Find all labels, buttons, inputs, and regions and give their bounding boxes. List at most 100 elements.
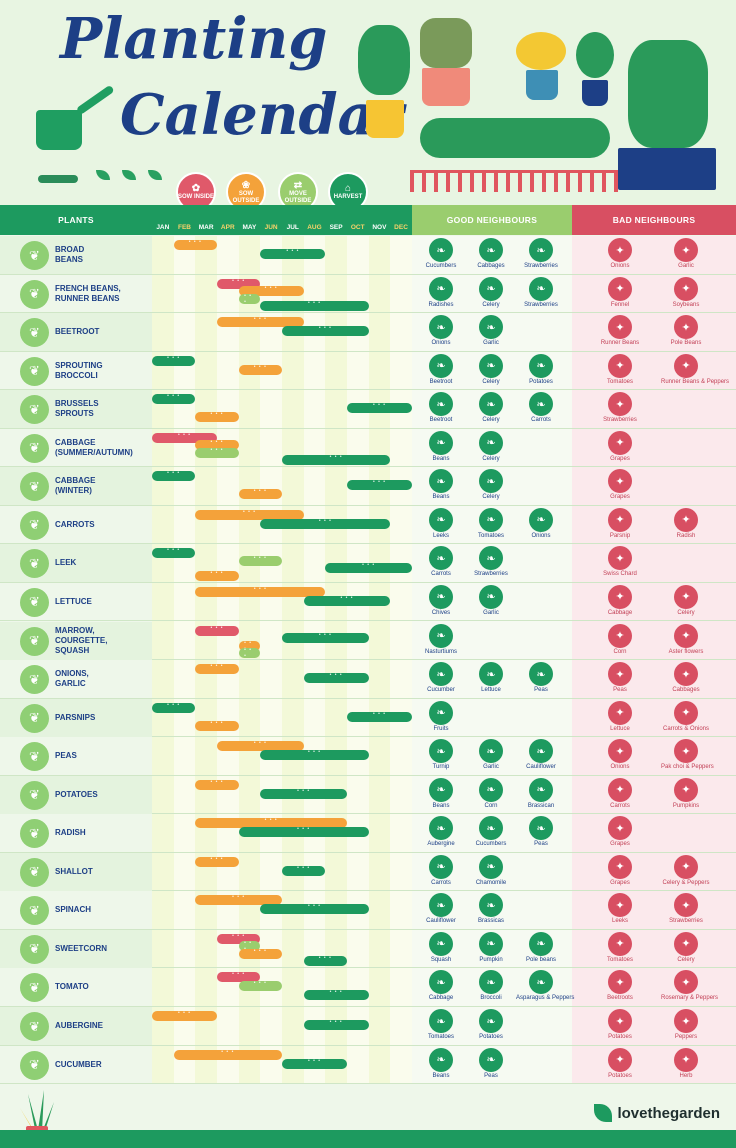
neighbour-label: Radishes bbox=[428, 301, 454, 308]
bad-neighbour: ✦ Garlic bbox=[661, 238, 711, 269]
neighbour-plant-icon: ❧ bbox=[529, 777, 553, 802]
neighbour-plant-icon: ❧ bbox=[479, 893, 503, 918]
bad-neighbour: ✦ Aster flowers bbox=[661, 623, 711, 655]
neighbour-plant-icon: ✦ bbox=[608, 970, 632, 995]
neighbour-label: Strawberries bbox=[474, 571, 508, 578]
neighbour-plant-icon: ❧ bbox=[429, 430, 453, 455]
neighbour-plant-icon: ❧ bbox=[429, 854, 453, 879]
plant-row: ❦FRENCH BEANS, RUNNER BEANS❧Radishes❧Cel… bbox=[0, 275, 736, 314]
neighbour-label: Beans bbox=[432, 802, 450, 809]
neighbour-label: Cucumbers bbox=[475, 841, 507, 848]
neighbour-plant-icon: ❧ bbox=[529, 238, 553, 262]
neighbour-plant-icon: ✦ bbox=[674, 854, 698, 879]
neighbour-plant-icon: ✦ bbox=[608, 546, 632, 571]
neighbour-plant-icon: ❧ bbox=[479, 970, 503, 995]
bad-neighbour: ✦ Beetroots bbox=[595, 970, 645, 1001]
bad-neighbour: ✦ Herb bbox=[661, 1047, 711, 1079]
plant-name: SHALLOT bbox=[55, 866, 93, 876]
neighbour-plant-icon: ✦ bbox=[674, 931, 698, 956]
calendar-bar-harvest bbox=[347, 711, 412, 722]
aubergine-icon: ❦ bbox=[20, 1012, 49, 1041]
neighbour-label: Pumpkin bbox=[479, 956, 503, 963]
calendar-bar-sow-outside bbox=[195, 779, 239, 790]
plant-row: ❦BROAD BEANS❧Cucumbers❧Cabbages❧Strawber… bbox=[0, 236, 736, 275]
plant-cell: ❦ MARROW, COURGETTE, SQUASH bbox=[0, 621, 152, 660]
calendar-bar-sow-outside bbox=[238, 948, 282, 959]
leek-icon: ❦ bbox=[20, 549, 49, 579]
good-neighbour: ❧ Cabbages bbox=[466, 238, 516, 269]
neighbour-label: Tomatoes bbox=[427, 1034, 454, 1040]
bad-neighbour: ✦ Radish bbox=[661, 507, 711, 539]
neighbour-label: Onions bbox=[610, 764, 630, 771]
month-label: JUL bbox=[286, 224, 299, 231]
calendar-bar-sow-outside bbox=[238, 489, 282, 500]
good-neighbour: ❧ Potatoes bbox=[466, 1009, 516, 1040]
neighbour-label: Garlic bbox=[483, 340, 499, 347]
neighbour-label: Celery bbox=[677, 956, 695, 963]
plant-row: ❦SPROUTING BROCCOLI❧Beetroot❧Celery❧Pota… bbox=[0, 352, 736, 391]
plant-cell: ❦ LEEK bbox=[0, 544, 152, 583]
neighbour-label: Celery bbox=[677, 609, 695, 616]
plant-name: CABBAGE (SUMMER/AUTUMN) bbox=[55, 437, 133, 457]
bad-neighbour: ✦ Pumpkins bbox=[661, 777, 711, 809]
calendar-bar-sow-outside bbox=[195, 570, 239, 581]
neighbour-label: Onions bbox=[531, 532, 551, 539]
brand-logo[interactable]: lovethegarden bbox=[594, 1104, 720, 1122]
plant-row: ❦CABBAGE (SUMMER/AUTUMN)❧Beans❧Celery✦Gr… bbox=[0, 429, 736, 468]
neighbour-label: Celery bbox=[482, 301, 500, 308]
neighbour-label: Carrots & Onions bbox=[662, 725, 710, 732]
neighbour-plant-icon: ❧ bbox=[479, 507, 503, 532]
winter-cabbage-icon: ❦ bbox=[20, 472, 49, 502]
bad-neighbour: ✦ Fennel bbox=[595, 276, 645, 308]
good-neighbour: ❧ Strawberries bbox=[516, 238, 566, 269]
calendar-bar-harvest bbox=[282, 865, 326, 876]
plant-cell: ❦ LETTUCE bbox=[0, 583, 152, 621]
neighbour-plant-icon: ❧ bbox=[429, 931, 453, 956]
bean-icon: ❦ bbox=[20, 241, 49, 270]
potted-plant-icon bbox=[366, 100, 404, 138]
calendar-bar-harvest bbox=[303, 673, 369, 684]
pea-icon: ❦ bbox=[20, 742, 49, 772]
carrot-icon: ❦ bbox=[20, 510, 49, 540]
move-plant-icon: ⇄ bbox=[293, 179, 303, 191]
footer-bar bbox=[0, 1130, 736, 1148]
month-stripe bbox=[347, 236, 369, 1084]
plant-name: BRUSSELS SPROUTS bbox=[55, 399, 99, 419]
bad-neighbour: ✦ Celery bbox=[661, 931, 711, 963]
neighbour-plant-icon: ✦ bbox=[674, 276, 698, 301]
neighbour-plant-icon: ❧ bbox=[429, 584, 453, 609]
neighbour-label: Peas bbox=[534, 687, 548, 694]
plant-row: ❦AUBERGINE❧Tomatoes❧Potatoes✦Potatoes✦Pe… bbox=[0, 1007, 736, 1046]
good-neighbour: ❧ Peas bbox=[516, 662, 566, 693]
plant-name: AUBERGINE bbox=[55, 1021, 104, 1030]
bad-neighbour: ✦ Cabbages bbox=[661, 662, 711, 693]
neighbour-label: Carrots bbox=[531, 417, 551, 424]
potato-icon: ❦ bbox=[20, 780, 49, 810]
neighbour-plant-icon: ✦ bbox=[674, 584, 698, 609]
neighbour-label: Leeks bbox=[611, 918, 628, 925]
trowel-icon bbox=[38, 175, 78, 183]
neighbour-plant-icon: ❧ bbox=[529, 276, 553, 301]
neighbour-label: Strawberries bbox=[524, 301, 558, 308]
calendar-bar-sow-outside bbox=[195, 412, 239, 423]
good-neighbour: ❧ Celery bbox=[466, 276, 516, 308]
good-neighbour: ❧ Brassicas bbox=[466, 893, 516, 924]
month-label: MAY bbox=[242, 224, 257, 231]
neighbour-plant-icon: ✦ bbox=[674, 1047, 698, 1072]
good-neighbour: ❧ Garlic bbox=[466, 584, 516, 616]
neighbour-label: Fruits bbox=[433, 725, 449, 732]
neighbour-label: Cucumbers bbox=[425, 263, 457, 269]
calendar-bar-harvest bbox=[303, 990, 369, 1001]
lavender-icon bbox=[420, 18, 472, 68]
neighbour-plant-icon: ❧ bbox=[429, 739, 453, 764]
neighbour-label: Carrots bbox=[610, 802, 630, 809]
bad-neighbour: ✦ Runner Beans bbox=[595, 315, 645, 346]
neighbour-plant-icon: ❧ bbox=[479, 546, 503, 571]
neighbour-label: Onions bbox=[431, 340, 451, 347]
legend-label: HARVEST bbox=[333, 194, 363, 200]
good-neighbour: ❧ Turnip bbox=[416, 739, 466, 770]
legend-label: SOW OUTSIDE bbox=[232, 190, 260, 204]
sprout-icon bbox=[122, 170, 136, 180]
neighbour-plant-icon: ✦ bbox=[674, 353, 698, 378]
calendar-bar-harvest bbox=[282, 326, 369, 337]
